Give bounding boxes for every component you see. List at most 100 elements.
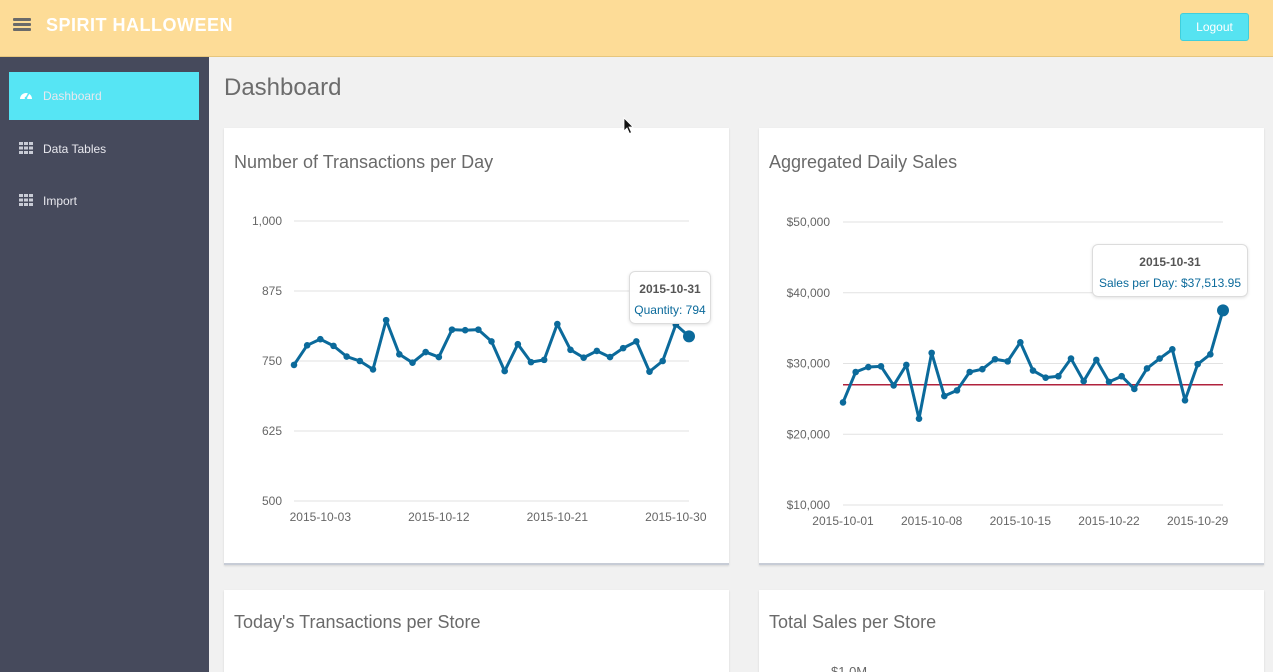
x-tick-label: 2015-10-12 — [408, 510, 470, 524]
data-point — [396, 350, 403, 358]
data-point — [941, 392, 948, 400]
sidebar-item-label: Import — [43, 194, 78, 208]
x-tick-label: 2015-10-03 — [290, 510, 352, 524]
data-point — [580, 354, 587, 361]
series-line — [841, 309, 1225, 421]
data-point — [593, 347, 601, 355]
tooltip-value: Sales per Day: $37,513.95 — [1098, 276, 1242, 290]
series-line — [292, 318, 690, 374]
data-point — [1207, 351, 1214, 358]
data-point — [409, 359, 416, 366]
card-title: Number of Transactions per Day — [234, 152, 494, 172]
hamburger-icon[interactable] — [13, 18, 31, 32]
data-point — [1181, 396, 1189, 404]
x-tick-label: 2015-10-29 — [1167, 514, 1229, 528]
data-point — [1156, 355, 1163, 362]
data-point — [1194, 360, 1201, 368]
data-point — [567, 346, 574, 354]
data-point — [501, 367, 508, 375]
mouse-cursor-icon — [623, 117, 634, 135]
card-title: Total Sales per Store — [769, 612, 937, 632]
data-point — [1042, 374, 1049, 381]
data-point — [915, 415, 923, 422]
dashboard-gauge-icon — [20, 92, 32, 100]
data-point — [1131, 385, 1138, 393]
data-point — [382, 316, 390, 324]
data-point — [1093, 356, 1100, 364]
grid-icon — [19, 194, 33, 206]
data-point — [290, 361, 298, 369]
y-tick-label: $50,000 — [787, 215, 831, 229]
y-tick-label: $40,000 — [787, 286, 831, 300]
page-title: Dashboard — [224, 74, 342, 101]
sidebar-item-dashboard[interactable]: Dashboard — [9, 72, 199, 120]
card-title: Aggregated Daily Sales — [769, 152, 958, 172]
chart-tooltip: 2015-10-31 Sales per Day: $37,513.95 — [1092, 244, 1248, 297]
data-point — [865, 363, 872, 371]
data-point — [461, 326, 469, 334]
data-point — [514, 340, 522, 348]
data-point — [979, 365, 986, 373]
y-tick-label: 750 — [262, 354, 282, 368]
y-tick-label: $10,000 — [787, 498, 831, 512]
data-point — [1029, 367, 1037, 374]
transactions-chart-card: Number of Transactions per Day 500 625 750… — [224, 128, 729, 565]
data-point — [317, 335, 324, 343]
data-point — [966, 368, 973, 376]
store-transactions-card: Today's Transactions per Store — [224, 590, 729, 672]
sidebar-item-data-tables[interactable]: Data Tables — [9, 125, 199, 173]
data-point — [1017, 338, 1024, 346]
data-point — [448, 326, 456, 333]
x-tick-label: 2015-10-30 — [645, 510, 707, 524]
data-point — [540, 356, 548, 364]
data-point — [1067, 355, 1075, 362]
data-point — [890, 382, 897, 389]
y-tick-label: 875 — [262, 284, 282, 298]
highlighted-data-point — [683, 330, 695, 343]
data-point — [877, 363, 885, 370]
top-bar: SPIRIT HALLOWEEN Logout — [0, 0, 1273, 57]
sidebar-item-label: Dashboard — [43, 89, 102, 103]
data-point — [839, 399, 847, 406]
x-tick-label: 2015-10-08 — [901, 514, 963, 528]
y-tick-label: 500 — [262, 494, 282, 508]
data-point — [852, 368, 859, 376]
grid-icon — [19, 142, 33, 154]
data-point — [369, 366, 377, 373]
y-tick-label: $1.0M — [831, 664, 868, 672]
transactions-line-chart[interactable]: 500 625 750 875 1,000 2015-10-03 2015-10-12 201… — [224, 128, 729, 565]
data-point — [1143, 365, 1151, 372]
logout-button[interactable]: Logout — [1180, 13, 1249, 41]
data-point — [1080, 377, 1087, 385]
x-tick-label: 2015-10-01 — [812, 514, 874, 528]
data-point — [606, 353, 614, 361]
tooltip-date: 2015-10-31 — [1139, 255, 1201, 269]
tooltip-value: Quantity: 794 — [634, 303, 706, 317]
store-sales-card: Total Sales per Store $1.0M — [759, 590, 1264, 672]
card-title: Today's Transactions per Store — [234, 612, 481, 632]
data-point — [1169, 346, 1176, 353]
data-point — [1118, 372, 1125, 380]
x-tick-label: 2015-10-15 — [990, 514, 1052, 528]
data-point — [343, 353, 350, 360]
sidebar-item-import[interactable]: Import — [9, 177, 199, 225]
data-point — [554, 320, 561, 328]
x-tick-label: 2015-10-22 — [1078, 514, 1140, 528]
sales-line-chart[interactable]: $10,000 $20,000 $30,000 $40,000 $50,000 2015-… — [759, 128, 1264, 565]
sidebar-item-label: Data Tables — [43, 142, 107, 156]
data-point — [527, 358, 535, 366]
data-point — [928, 349, 935, 357]
tooltip-date: 2015-10-31 — [639, 282, 701, 296]
data-point — [435, 353, 443, 361]
data-point — [633, 338, 640, 345]
sales-chart-card: Aggregated Daily Sales $10,000 $20,000 $30… — [759, 128, 1264, 565]
chart-tooltip: 2015-10-31 Quantity: 794 — [629, 271, 711, 324]
data-point — [991, 355, 999, 363]
data-point — [659, 357, 666, 365]
data-point — [1004, 358, 1011, 365]
data-point — [303, 342, 311, 349]
x-tick-label: 2015-10-21 — [527, 510, 589, 524]
brand-title[interactable]: SPIRIT HALLOWEEN — [46, 15, 233, 35]
data-point — [422, 348, 429, 356]
y-tick-label: 625 — [262, 424, 282, 438]
